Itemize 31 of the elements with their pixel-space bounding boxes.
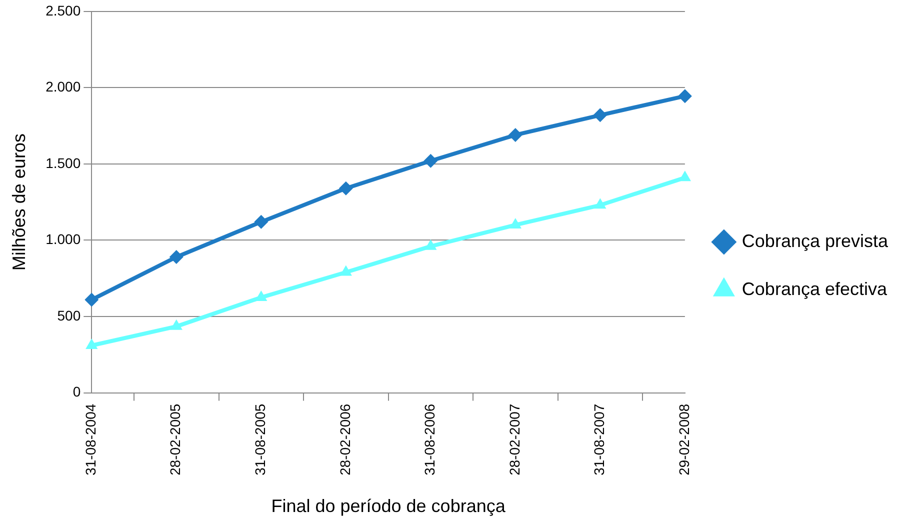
point (338, 181, 353, 196)
point (424, 154, 438, 168)
y-tick-label: 2.500 (46, 2, 81, 18)
legend-label: Cobrança efectiva (742, 278, 888, 299)
y-tick-label: 1.000 (46, 231, 81, 248)
x-tick-label: 31-08-2004 (82, 404, 98, 476)
x-tick-label: 28-02-2007 (506, 404, 522, 476)
point (509, 218, 522, 228)
point (340, 265, 352, 276)
point (594, 198, 606, 209)
y-tick-label: 1.500 (46, 154, 81, 171)
point (678, 89, 692, 104)
x-tick-label: 29-02-2008 (676, 404, 692, 476)
point (254, 214, 268, 229)
x-tick-label: 28-02-2005 (167, 404, 184, 476)
x-tick-label: 31-08-2005 (252, 404, 268, 476)
x-axis-title: Final do período de cobrança (271, 496, 506, 516)
y-axis-title: Milhões de euros (8, 134, 29, 271)
x-tick-label: 31-08-2007 (591, 404, 608, 476)
y-tick-label: 500 (57, 307, 81, 324)
y-tick-label: 0 (72, 384, 81, 400)
point (593, 108, 608, 122)
legend-label: Cobrança prevista (742, 230, 889, 251)
x-tick-label: 31-08-2006 (422, 404, 438, 476)
x-tick-label: 28-02-2006 (336, 404, 353, 476)
point (508, 128, 522, 142)
y-tick-label: 2.000 (46, 78, 81, 95)
point (678, 170, 691, 182)
point (86, 338, 98, 349)
point (424, 239, 437, 250)
point (170, 319, 182, 330)
